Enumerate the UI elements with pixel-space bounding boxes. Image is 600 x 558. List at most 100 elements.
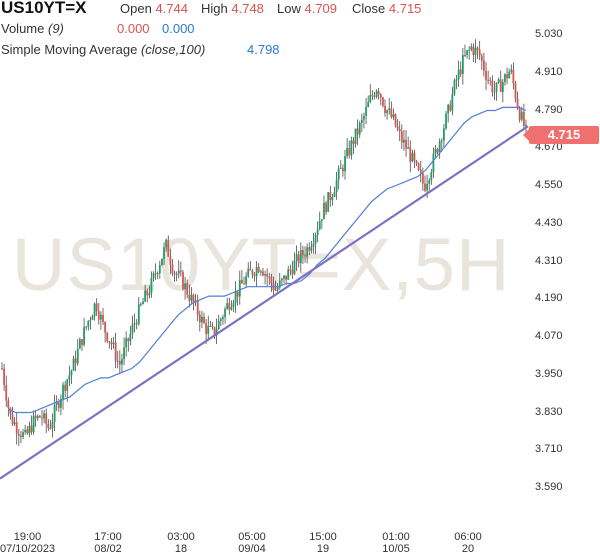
candle-body: [434, 149, 437, 154]
candle-body: [409, 147, 412, 162]
candle-body: [499, 79, 502, 92]
candle-body: [379, 94, 382, 98]
candle-body: [280, 278, 283, 281]
candle-body: [257, 266, 260, 273]
candle-body: [152, 273, 155, 278]
candle-body: [7, 400, 10, 408]
candle-body: [236, 291, 239, 297]
volume-row: Volume (9): [1, 21, 64, 36]
candle-body: [201, 316, 203, 323]
candle-body: [161, 258, 163, 266]
candle-body: [331, 196, 334, 201]
candle-body: [417, 163, 420, 170]
candle-body: [188, 294, 191, 301]
candle-body: [373, 95, 376, 97]
candle-body: [476, 47, 479, 50]
candle-body: [274, 290, 277, 292]
candle-body: [449, 104, 452, 111]
candle-body: [405, 139, 407, 149]
candle-body: [520, 111, 523, 120]
candle-body: [144, 290, 147, 302]
candle-body: [386, 110, 389, 114]
candle-body: [114, 342, 117, 361]
candle-body: [13, 422, 16, 425]
candle-body: [116, 360, 119, 362]
candle-body: [493, 91, 496, 93]
candle-body: [398, 128, 401, 132]
candle-body: [226, 303, 229, 309]
candle-body: [516, 98, 519, 109]
x-tick-label: 03:00 18: [167, 531, 195, 555]
candle-body: [514, 83, 517, 99]
candle-body: [293, 260, 296, 275]
candle-body: [158, 265, 161, 274]
candle-body: [400, 131, 403, 143]
candle-body: [392, 114, 395, 118]
candle-body: [323, 202, 325, 220]
candle-body: [455, 79, 458, 81]
candle-body: [447, 104, 450, 114]
sma-row: Simple Moving Average (close,100): [1, 42, 205, 57]
candle-body: [367, 102, 370, 108]
open-value: 4.744: [155, 1, 188, 16]
candle-body: [352, 140, 355, 144]
candle-body: [369, 95, 372, 103]
candle-body: [30, 425, 33, 433]
candle-body: [74, 358, 77, 364]
y-tick-label: 3.710: [535, 443, 563, 456]
candle-body: [15, 422, 18, 434]
candle-body: [112, 342, 115, 345]
y-tick-label: 3.950: [535, 367, 563, 380]
candle-body: [443, 128, 445, 141]
candle-body: [125, 338, 128, 348]
candle-body: [102, 314, 104, 323]
candle-body: [413, 152, 416, 161]
candle-body: [169, 256, 172, 265]
candle-body: [209, 325, 212, 327]
candle-body: [415, 160, 418, 164]
candle-body: [53, 404, 56, 422]
candle-body: [310, 246, 313, 251]
candle-body: [3, 368, 6, 386]
candle-body: [215, 329, 218, 336]
candle-body: [196, 300, 199, 315]
candle-body: [70, 370, 73, 376]
candle-body: [457, 69, 460, 80]
candle-body: [283, 275, 285, 279]
candle-body: [129, 333, 132, 342]
candle-body: [100, 314, 102, 320]
candle-body: [137, 304, 140, 325]
candle-body: [318, 220, 321, 230]
candle-body: [518, 108, 521, 120]
candle-body: [62, 384, 64, 399]
y-tick-label: 4.670: [535, 141, 563, 154]
open-readout: Open 4.744: [120, 1, 188, 16]
candle-body: [491, 80, 494, 92]
candle-body: [173, 273, 176, 275]
candle-body: [346, 147, 349, 157]
candle-body: [327, 192, 330, 212]
candle-body: [47, 423, 50, 428]
candle-body: [203, 316, 205, 324]
volume-value-2: 0.000: [162, 21, 195, 36]
candle-body: [108, 341, 111, 343]
candle-body: [487, 79, 490, 81]
candle-body: [508, 71, 511, 79]
candle-body: [118, 360, 121, 365]
candle-body: [245, 276, 248, 285]
candle-body: [304, 255, 306, 257]
open-label: Open: [120, 1, 152, 16]
candle-body: [403, 139, 405, 143]
candle-body: [78, 339, 81, 349]
candle-body: [121, 359, 123, 365]
candle-body: [76, 348, 79, 364]
candle-body: [453, 80, 456, 95]
candle-body: [228, 303, 231, 310]
candle-body: [459, 69, 462, 75]
candle-body: [342, 167, 344, 172]
candle-body: [253, 274, 256, 277]
y-tick-label: 4.430: [535, 216, 563, 229]
candle-body: [135, 323, 138, 325]
candle-body: [525, 124, 527, 127]
